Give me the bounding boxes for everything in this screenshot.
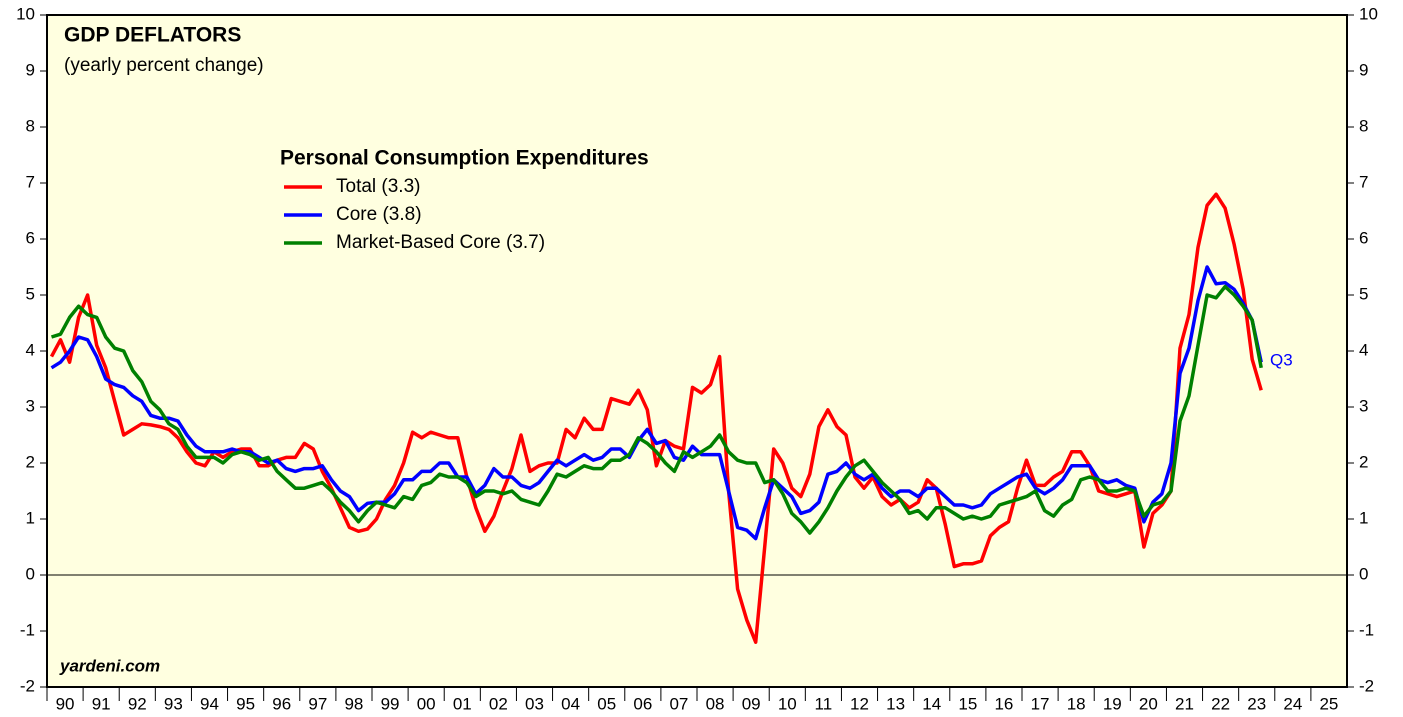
x-tick-label: 11	[815, 694, 833, 713]
x-tick-label: 99	[381, 694, 400, 713]
x-tick-label: 01	[453, 694, 472, 713]
y2-tick-label: 1	[1359, 508, 1368, 527]
series-line	[50, 265, 1263, 541]
x-tick-label: 17	[1031, 694, 1050, 713]
y2-tick-label: 3	[1359, 396, 1368, 415]
x-tick-label: 19	[1103, 694, 1122, 713]
x-tick-label: 08	[706, 694, 725, 713]
x-tick-label: 97	[308, 694, 327, 713]
y-tick-label: 4	[26, 340, 35, 359]
x-tick-label: 12	[850, 694, 869, 713]
x-tick-label: 21	[1175, 694, 1194, 713]
y2-tick-label: 7	[1359, 172, 1368, 191]
y-tick-label: 7	[26, 172, 35, 191]
chart-title: GDP DEFLATORS	[64, 24, 241, 47]
x-tick-label: 24	[1283, 694, 1302, 713]
y2-tick-label: 8	[1359, 116, 1368, 135]
legend-label: Total (3.3)	[336, 176, 420, 197]
annotation: Q3	[1270, 350, 1293, 369]
x-tick-label: 16	[994, 694, 1013, 713]
x-tick-label: 02	[489, 694, 508, 713]
y2-tick-label: 6	[1359, 228, 1368, 247]
x-tick-label: 94	[200, 694, 219, 713]
series-line	[50, 284, 1263, 535]
y-tick-label: 10	[16, 4, 35, 23]
y-tick-label: -1	[20, 620, 35, 639]
x-tick-label: 09	[742, 694, 761, 713]
y-tick-label: 0	[26, 564, 35, 583]
y-tick-label: -2	[20, 676, 35, 695]
x-tick-label: 03	[525, 694, 544, 713]
x-tick-label: 00	[417, 694, 436, 713]
x-tick-label: 25	[1319, 694, 1338, 713]
plot-area	[46, 14, 1348, 688]
x-tick-label: 22	[1211, 694, 1230, 713]
source: yardeni.com	[59, 656, 160, 675]
y-tick-label: 5	[26, 284, 35, 303]
x-tick-label: 98	[344, 694, 363, 713]
x-tick-label: 18	[1067, 694, 1086, 713]
x-tick-label: 15	[958, 694, 977, 713]
x-tick-label: 10	[778, 694, 797, 713]
x-tick-label: 14	[922, 694, 941, 713]
y-tick-label: 6	[26, 228, 35, 247]
x-tick-label: 96	[272, 694, 291, 713]
x-tick-label: 04	[561, 694, 580, 713]
y2-tick-label: -2	[1359, 676, 1374, 695]
y-tick-label: 8	[26, 116, 35, 135]
y-tick-label: 2	[26, 452, 35, 471]
x-tick-label: 93	[164, 694, 183, 713]
chart-subtitle: (yearly percent change)	[64, 55, 264, 76]
x-tick-label: 06	[633, 694, 652, 713]
y2-tick-label: 2	[1359, 452, 1368, 471]
legend: Total (3.3) Core (3.8) Market-Based Core (…	[284, 176, 545, 253]
legend-label: Core (3.8)	[336, 204, 422, 225]
x-tick-label: 95	[236, 694, 255, 713]
x-tick-label: 91	[92, 694, 111, 713]
y-tick-label: 1	[26, 508, 35, 527]
x-tick-label: 05	[597, 694, 616, 713]
legend-label: Market-Based Core (3.7)	[336, 232, 545, 253]
x-tick-label: 90	[56, 694, 75, 713]
y-tick-label: 9	[26, 60, 35, 79]
y2-tick-label: 5	[1359, 284, 1368, 303]
y2-tick-label: -1	[1359, 620, 1374, 639]
x-tick-label: 07	[669, 694, 688, 713]
x-tick-label: 20	[1139, 694, 1158, 713]
y-tick-label: 3	[26, 396, 35, 415]
x-tick-label: 13	[886, 694, 905, 713]
y2-tick-label: 0	[1359, 564, 1368, 583]
y2-tick-label: 4	[1359, 340, 1368, 359]
x-tick-label: 92	[128, 694, 147, 713]
legend-title: Personal Consumption Expenditures	[280, 147, 649, 170]
y2-tick-label: 9	[1359, 60, 1368, 79]
lines	[49, 192, 1263, 644]
y2-tick-label: 10	[1359, 4, 1378, 23]
x-tick-label: 23	[1247, 694, 1266, 713]
